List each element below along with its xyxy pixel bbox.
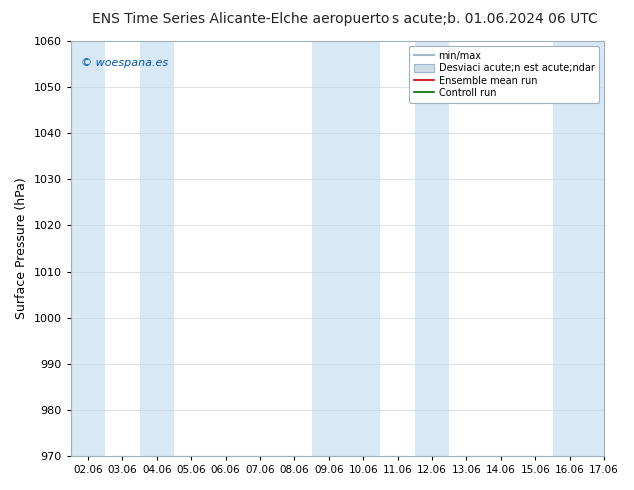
Text: s acute;b. 01.06.2024 06 UTC: s acute;b. 01.06.2024 06 UTC bbox=[392, 12, 597, 26]
Bar bbox=[71, 41, 105, 456]
Bar bbox=[311, 41, 380, 456]
Legend: min/max, Desviaci acute;n est acute;ndar, Ensemble mean run, Controll run: min/max, Desviaci acute;n est acute;ndar… bbox=[410, 46, 599, 103]
Bar bbox=[587, 41, 621, 456]
Text: ENS Time Series Alicante-Elche aeropuerto: ENS Time Series Alicante-Elche aeropuert… bbox=[92, 12, 390, 26]
Y-axis label: Surface Pressure (hPa): Surface Pressure (hPa) bbox=[15, 178, 28, 319]
Bar bbox=[415, 41, 450, 456]
Text: © woespana.es: © woespana.es bbox=[81, 58, 169, 68]
Bar bbox=[552, 41, 587, 456]
Bar bbox=[139, 41, 174, 456]
